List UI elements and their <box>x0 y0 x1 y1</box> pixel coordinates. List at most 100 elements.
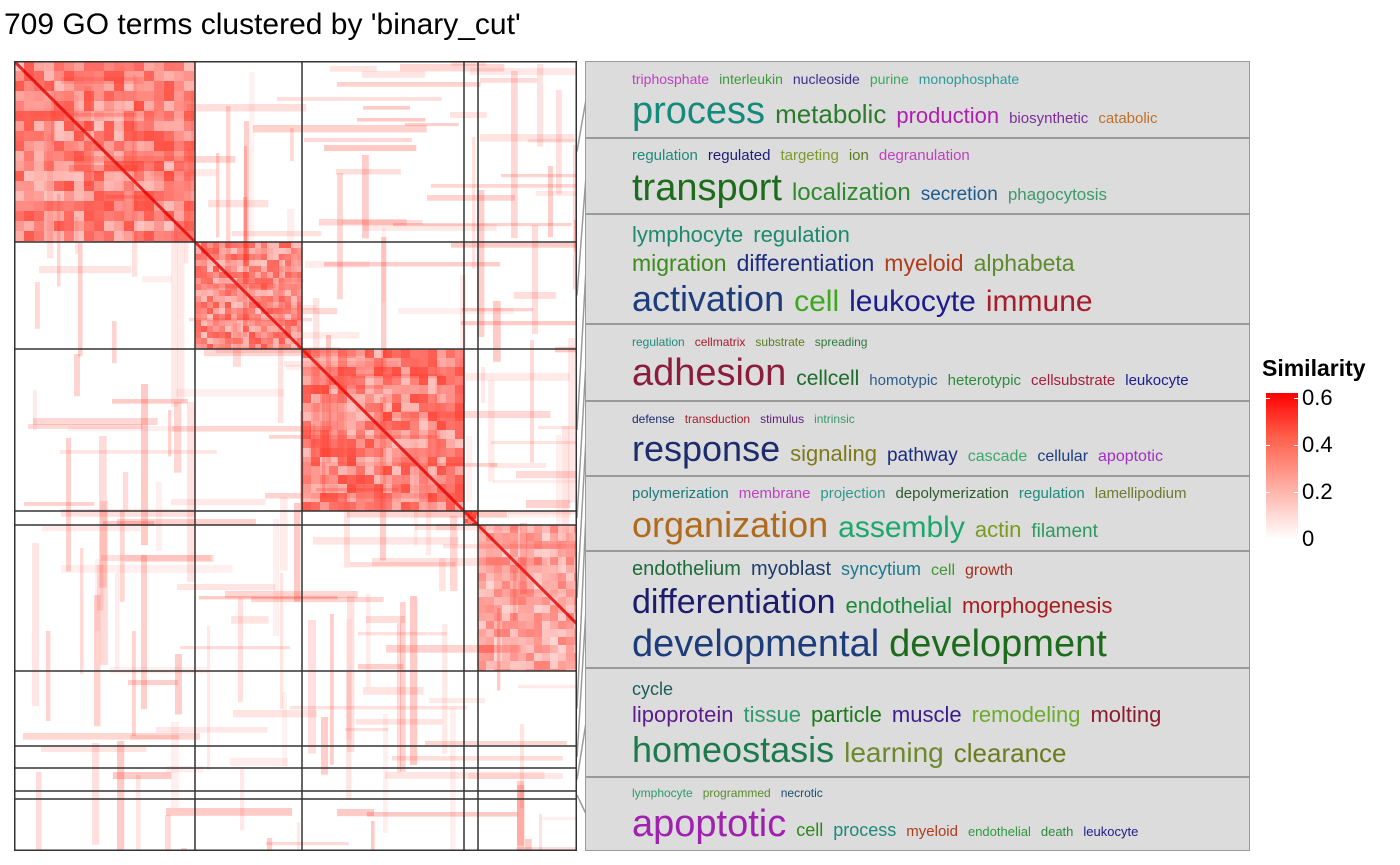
heatmap-cell <box>338 493 347 502</box>
wordcloud-term: process <box>632 89 766 132</box>
heatmap-cell <box>184 71 194 81</box>
heatmap-cell <box>44 131 54 141</box>
heatmap-cell <box>144 201 154 211</box>
heatmap-cell <box>502 565 510 573</box>
heatmap-cell <box>44 81 54 91</box>
heatmap-cell <box>285 308 291 314</box>
connector-line <box>577 438 587 599</box>
legend-tick-mark <box>1266 444 1270 446</box>
heatmap-cell <box>237 248 243 254</box>
heatmap-cell <box>261 272 267 278</box>
heatmap-cell <box>455 358 464 367</box>
heatmap-cell <box>164 81 174 91</box>
heatmap-cell <box>502 613 510 621</box>
heatmap-cell <box>24 81 34 91</box>
heatmap-cell <box>455 403 464 412</box>
heatmap-cell <box>400 64 505 72</box>
heatmap-cell <box>54 221 64 231</box>
heatmap-cell <box>231 326 237 332</box>
heatmap-cell <box>365 439 374 448</box>
heatmap-cell <box>75 217 79 254</box>
wordcloud-term: migration <box>632 249 727 276</box>
heatmap-cell <box>462 308 534 312</box>
heatmap-cell <box>35 282 40 329</box>
wordcloud-term: degranulation <box>878 146 970 164</box>
heatmap-cell <box>518 525 526 533</box>
heatmap-cell <box>104 211 114 221</box>
wordcloud-term: differentiation <box>632 582 836 621</box>
heatmap-cell <box>320 385 329 394</box>
heatmap-cell <box>255 260 261 266</box>
heatmap-cell <box>237 308 243 314</box>
heatmap-cell <box>285 272 291 278</box>
heatmap-cell <box>437 358 446 367</box>
heatmap-cell <box>356 358 365 367</box>
heatmap-cell <box>537 64 543 147</box>
heatmap-cell <box>114 131 124 141</box>
wordcloud-term: regulation <box>753 221 850 247</box>
heatmap-cell <box>518 589 526 597</box>
heatmap-cell <box>329 484 338 493</box>
wordcloud-term: monophosphate <box>918 70 1020 87</box>
heatmap-cell <box>347 475 356 484</box>
heatmap-cell <box>383 358 392 367</box>
heatmap-cell <box>231 296 237 302</box>
heatmap-cell <box>154 181 164 191</box>
heatmap-cell <box>124 211 134 221</box>
heatmap-cell <box>231 314 237 320</box>
heatmap-cell <box>511 71 518 239</box>
heatmap-cell <box>290 128 294 162</box>
heatmap-cell <box>44 181 54 191</box>
heatmap-cell <box>464 515 468 519</box>
heatmap-cell <box>311 502 320 511</box>
heatmap-cell <box>392 448 401 457</box>
heatmap-cell <box>164 121 174 131</box>
heatmap-cell <box>201 326 207 332</box>
heatmap-cell <box>154 131 164 141</box>
heatmap-cell <box>542 661 550 669</box>
heatmap-cell <box>237 266 243 272</box>
heatmap-cell <box>494 549 502 557</box>
heatmap-cell <box>238 598 244 703</box>
heatmap-cell <box>446 466 455 475</box>
heatmap-cell <box>44 211 54 221</box>
heatmap-cell <box>231 284 237 290</box>
heatmap-cell <box>410 430 419 439</box>
wordcloud-term: lamellipodium <box>1094 485 1187 502</box>
heatmap-cell <box>534 613 542 621</box>
heatmap-cell <box>311 475 320 484</box>
heatmap-cell <box>356 457 365 466</box>
heatmap-cell <box>542 605 550 613</box>
heatmap-cell <box>207 278 213 284</box>
heatmap-cell <box>243 314 249 320</box>
heatmap-cell <box>243 266 249 272</box>
heatmap-cell <box>94 171 104 181</box>
heatmap-cell <box>302 475 311 484</box>
heatmap-cell <box>311 403 320 412</box>
heatmap-cell <box>261 254 267 260</box>
heatmap-cell <box>253 125 427 133</box>
heatmap-cell <box>177 584 275 591</box>
heatmap-cell <box>446 475 455 484</box>
heatmap-cell <box>24 151 34 161</box>
heatmap-cell <box>468 773 563 780</box>
heatmap-cell <box>285 314 291 320</box>
heatmap-cell <box>302 376 311 385</box>
heatmap-cell <box>392 421 401 430</box>
heatmap-cell <box>64 141 74 151</box>
heatmap-cell <box>207 296 213 302</box>
heatmap-cell <box>486 597 494 605</box>
heatmap-cell <box>428 493 437 502</box>
heatmap-cell <box>213 290 219 296</box>
heatmap-cell <box>550 565 558 573</box>
heatmap-cell <box>419 430 428 439</box>
heatmap-cell <box>279 296 285 302</box>
heatmap-cell <box>285 260 291 266</box>
heatmap-cell <box>124 141 134 151</box>
heatmap-cell <box>472 523 476 525</box>
heatmap-cell <box>542 573 550 581</box>
heatmap-cell <box>510 533 518 541</box>
heatmap-cell <box>277 97 442 101</box>
heatmap-cell <box>14 181 24 191</box>
heatmap-diagonal <box>476 523 577 627</box>
